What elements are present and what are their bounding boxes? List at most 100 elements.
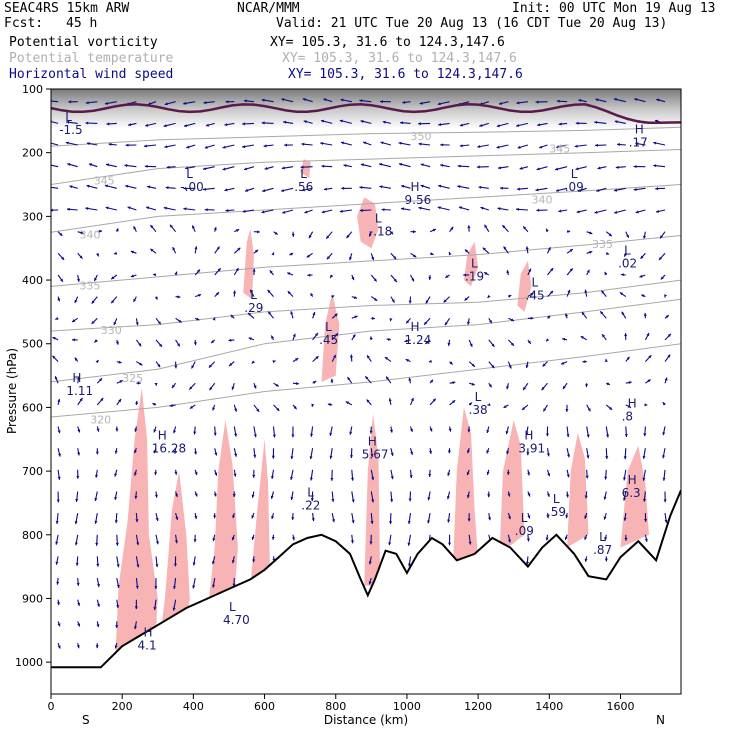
wind-arrowhead (581, 311, 585, 316)
wind-vector (51, 142, 59, 146)
wind-arrowhead (134, 428, 138, 432)
wind-arrowhead (349, 354, 353, 358)
wind-arrowhead (345, 401, 349, 405)
wind-arrowhead (523, 226, 527, 230)
hl-letter: L (325, 320, 332, 334)
wind-arrowhead (401, 184, 405, 188)
hl-value: .45 (526, 288, 545, 302)
wind-arrowhead (380, 100, 383, 104)
wind-arrowhead (558, 122, 562, 126)
wind-arrowhead (106, 122, 110, 126)
pv-region (300, 159, 311, 179)
wind-arrowhead (566, 474, 570, 478)
wind-arrowhead (404, 339, 408, 343)
theta-label: 335 (592, 238, 613, 251)
wind-arrowhead (624, 537, 628, 541)
wind-arrowhead (508, 295, 512, 298)
wind-arrowhead (213, 515, 217, 519)
x-tick-label: 1000 (393, 700, 421, 713)
wind-arrowhead (644, 403, 648, 407)
wind-arrowhead (530, 292, 534, 296)
x-tick-label: 1400 (535, 700, 563, 713)
hl-value: 16.28 (152, 441, 186, 455)
wind-arrowhead (95, 360, 99, 364)
wind-arrowhead (527, 515, 531, 519)
wind-arrowhead (55, 541, 59, 545)
wind-arrowhead (213, 493, 217, 497)
y-tick-label: 800 (22, 529, 43, 542)
theta-contour-345 (51, 149, 681, 185)
wind-arrowhead (191, 365, 195, 369)
x-tick-label: 1600 (606, 700, 634, 713)
wind-arrowhead (352, 334, 356, 338)
wind-arrowhead (459, 144, 463, 148)
wind-arrowhead (290, 456, 294, 460)
wind-arrowhead (135, 400, 139, 404)
wind-arrowhead (48, 186, 51, 189)
wind-arrowhead (405, 359, 409, 362)
wind-arrowhead (604, 476, 608, 480)
wind-arrowhead (471, 382, 475, 386)
wind-arrowhead (157, 321, 161, 325)
wind-arrowhead (491, 343, 495, 347)
wind-arrowhead (99, 378, 103, 382)
hl-letter: L (475, 390, 482, 404)
wind-arrowhead (635, 210, 639, 214)
wind-arrowhead (183, 186, 187, 190)
wind-arrowhead (329, 455, 333, 459)
wind-arrowhead (379, 163, 383, 166)
wind-vector (51, 121, 59, 124)
wind-arrowhead (503, 405, 507, 408)
wind-arrowhead (289, 252, 293, 256)
wind-arrowhead (233, 473, 237, 477)
wind-arrowhead (656, 98, 660, 102)
theta-label: 345 (549, 143, 570, 156)
wind-arrowhead (127, 206, 131, 210)
wind-arrowhead (619, 292, 623, 296)
wind-arrowhead (448, 542, 452, 546)
model-label: SEAC4RS 15km ARW (4, 1, 130, 16)
wind-arrowhead (309, 456, 313, 460)
wind-arrowhead (147, 185, 151, 189)
wind-arrowhead (606, 434, 610, 438)
wind-arrowhead (653, 141, 657, 145)
wind-arrowhead (134, 450, 137, 454)
wind-arrowhead (79, 255, 83, 259)
wind-arrowhead (640, 255, 644, 259)
wind-vector (51, 164, 59, 168)
wind-arrowhead (603, 496, 607, 500)
wind-arrowhead (643, 433, 647, 437)
wind-arrowhead (293, 406, 297, 410)
wind-arrowhead (487, 494, 491, 498)
wind-arrowhead (589, 250, 593, 254)
wind-arrowhead (115, 341, 119, 345)
wind-arrowhead (373, 278, 377, 282)
wind-arrowhead (173, 450, 177, 454)
wind-arrowhead (432, 228, 436, 232)
wind-arrowhead (491, 365, 495, 369)
wind-arrowhead (77, 278, 80, 282)
wind-arrowhead (620, 273, 624, 277)
wind-arrowhead (506, 270, 510, 274)
wind-arrowhead (418, 206, 422, 210)
wind-arrowhead (57, 399, 61, 402)
wind-arrowhead (287, 291, 291, 295)
wind-arrowhead (628, 381, 632, 385)
wind-arrowhead (329, 432, 333, 436)
wind-arrowhead (276, 407, 280, 411)
wind-arrowhead (186, 145, 190, 149)
wind-arrowhead (66, 207, 70, 211)
wind-arrowhead (550, 290, 554, 294)
wind-arrowhead (80, 231, 84, 235)
wind-arrowhead (91, 320, 95, 324)
wind-arrowhead (231, 537, 235, 541)
field-theta-name: Potential temperature (9, 51, 174, 66)
y-tick-label: 500 (22, 338, 43, 351)
wind-arrowhead (291, 517, 295, 520)
wind-arrowhead (393, 256, 397, 260)
hl-letter: H (368, 435, 377, 449)
wind-arrowhead (57, 623, 61, 627)
wind-arrowhead (408, 377, 412, 381)
hl-letter: L (532, 275, 539, 289)
wind-arrowhead (519, 166, 523, 170)
